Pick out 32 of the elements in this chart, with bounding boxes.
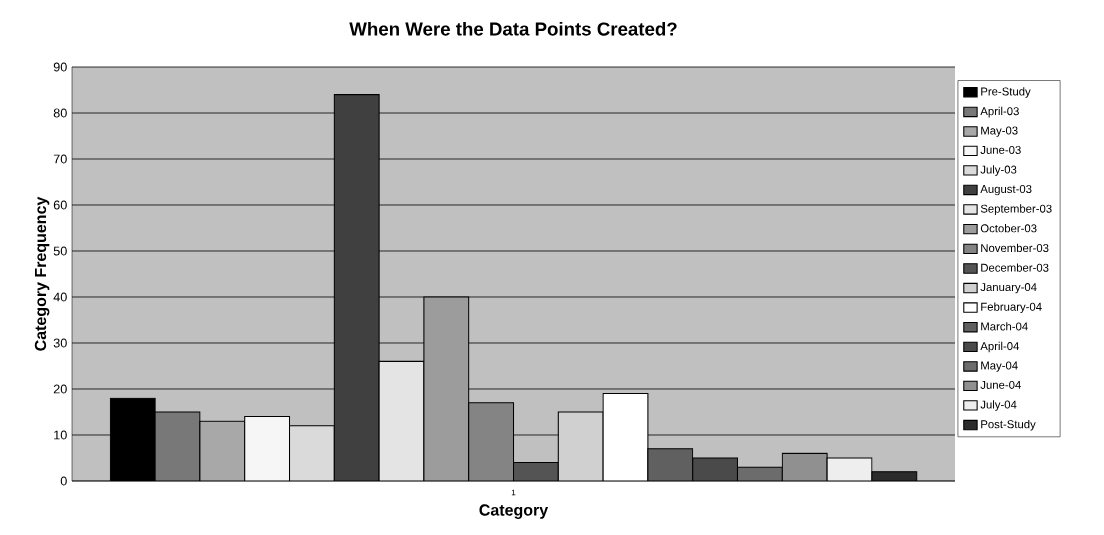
legend-label: February-04 [981, 302, 1042, 314]
y-tick-label: 60 [53, 200, 67, 210]
y-tick-label: 70 [53, 154, 67, 164]
legend-label: October-03 [980, 224, 1037, 233]
legend-label: September-03 [980, 204, 1052, 215]
legend-label: March-04 [981, 322, 1028, 331]
y-tick-label: 30 [53, 338, 67, 348]
legend-label: August-03 [980, 185, 1032, 196]
legend-label: July-03 [980, 165, 1017, 176]
y-axis-title: Category Frequency [34, 196, 50, 351]
x-axis-title: Category [479, 504, 549, 519]
y-tick-label: 10 [54, 430, 67, 440]
legend-label: May-03 [981, 126, 1018, 137]
y-tick-label: 20 [53, 384, 67, 394]
y-tick-label: 0 [60, 476, 67, 486]
y-tick-label: 40 [53, 292, 67, 302]
legend-label: Pre-Study [981, 87, 1031, 98]
legend-label: June-03 [980, 145, 1021, 154]
legend-label: November-03 [981, 243, 1049, 253]
legend-label: Post-Study [981, 419, 1036, 431]
y-tick-label: 90 [53, 62, 67, 72]
y-tick-label: 80 [53, 108, 67, 118]
legend-label: January-04 [980, 283, 1037, 294]
legend-label: April-04 [980, 341, 1020, 353]
chart-title: When Were the Data Points Created? [349, 21, 677, 36]
x-tick-label: 1 [511, 489, 516, 496]
legend-label: July-04 [980, 400, 1017, 411]
y-tick-label: 50 [53, 246, 67, 256]
legend-label: May-04 [981, 361, 1018, 372]
legend-label: April-03 [980, 106, 1019, 118]
legend-label: June-04 [980, 380, 1021, 389]
legend-label: December-03 [981, 263, 1049, 272]
